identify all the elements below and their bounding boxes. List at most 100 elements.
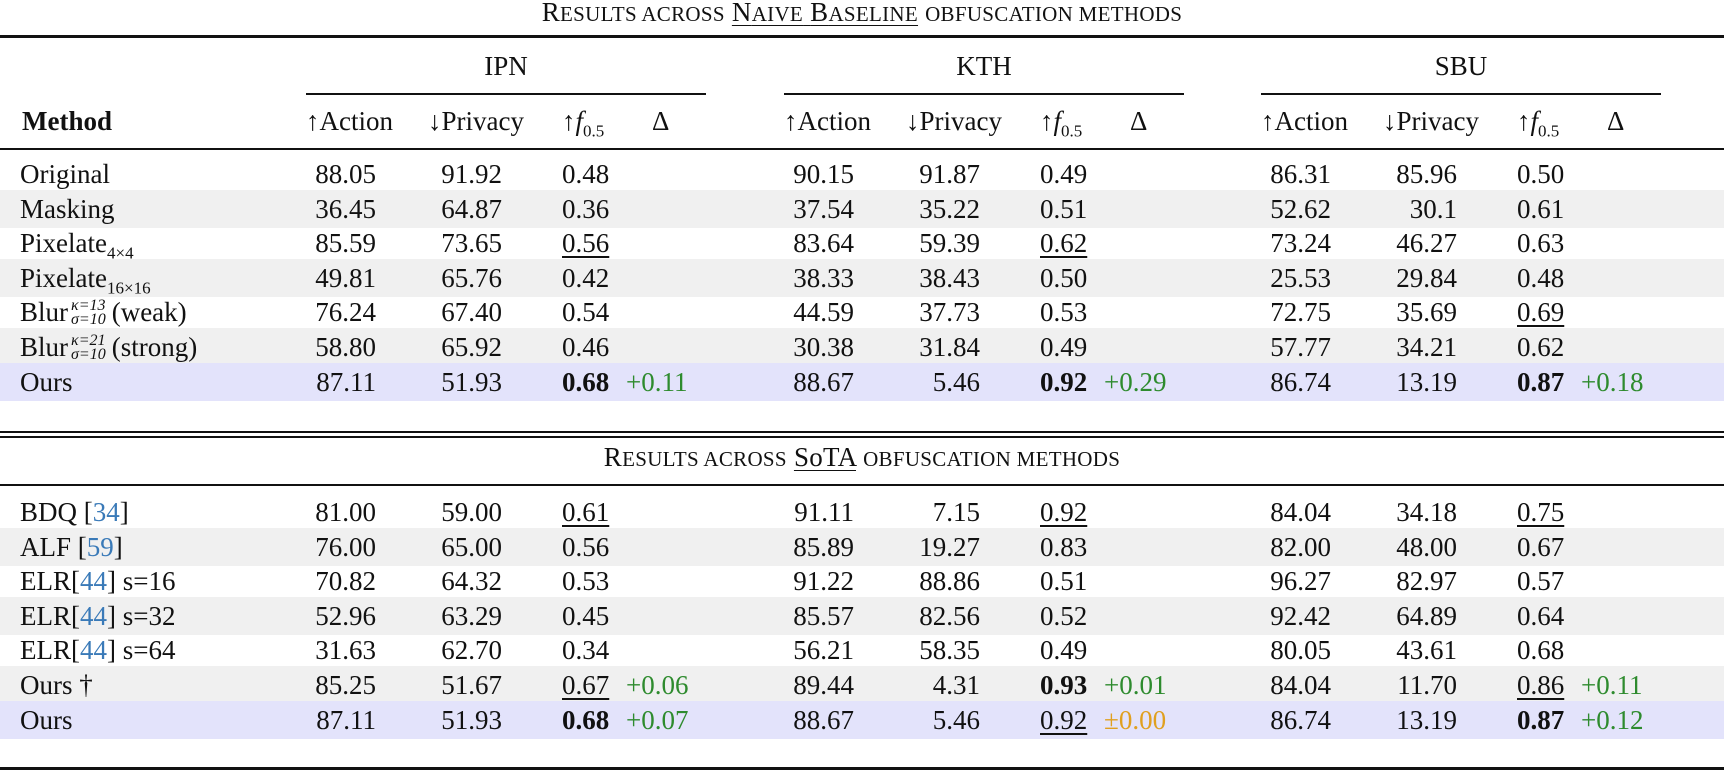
privacy-value: 7.15 — [932, 497, 980, 527]
delta-value: +0.18 — [1581, 366, 1644, 397]
f05-value: 0.68 — [562, 363, 609, 401]
f05-number: 0.68 — [562, 366, 610, 397]
table-row: Ours † 85.25 51.67 0.67 +0.06 89.44 4.31 0.93 +0… — [0, 666, 1724, 704]
f05-number: 0.86 — [1517, 670, 1565, 700]
f05-value: 0.45 — [562, 597, 609, 635]
action-value: 56.21 — [793, 635, 854, 666]
privacy-value: 64.32 — [441, 566, 502, 597]
f05-number: 0.92 — [1040, 497, 1088, 527]
privacy-value: 13.19 — [1396, 704, 1457, 735]
f05-number: 0.54 — [562, 297, 610, 328]
action-value: 91.11 — [794, 497, 854, 527]
f05-number: 0.87 — [1517, 704, 1565, 735]
f05-number: 0.64 — [1517, 600, 1565, 631]
action-value: 85.57 — [793, 600, 854, 631]
privacy-value: 31.84 — [919, 332, 980, 362]
f05-value: 0.54 — [562, 293, 609, 331]
f05-value: 0.48 — [1517, 259, 1564, 297]
header-action: ↑Action — [1261, 106, 1348, 136]
privacy-value: 46.27 — [1396, 228, 1457, 259]
header-f05: ↑f0.5 — [1517, 102, 1559, 140]
f05-value: 0.62 — [1040, 224, 1087, 262]
privacy-value: 51.93 — [441, 366, 502, 397]
method-cell: BDQ [34] — [20, 493, 129, 531]
privacy-value: 65.92 — [441, 332, 502, 362]
f05-number: 0.62 — [1040, 228, 1088, 259]
table-row: Blur κ=13 σ=10 (weak) 76.24 67.40 0.54 44.59 37.… — [0, 293, 1724, 331]
group-sbu: SBU — [1434, 51, 1488, 81]
f05-value: 0.92 — [1040, 363, 1087, 401]
f05-value: 0.36 — [562, 190, 609, 228]
f05-number: 0.63 — [1517, 228, 1565, 259]
header-f-sub: 0.5 — [583, 121, 605, 141]
f05-value: 0.49 — [1040, 631, 1087, 669]
action-value: 57.77 — [1270, 332, 1331, 362]
action-value: 37.54 — [793, 193, 854, 224]
f05-value: 0.56 — [562, 224, 609, 262]
header-f-sub: 0.5 — [1538, 121, 1560, 141]
method-name: Original — [20, 159, 110, 189]
f05-number: 0.67 — [1517, 531, 1565, 562]
action-value: 80.05 — [1270, 635, 1331, 666]
method-sub: σ=10 — [71, 345, 106, 363]
method-name: Masking — [20, 193, 115, 224]
action-value: 85.25 — [315, 670, 376, 700]
privacy-value: 34.21 — [1396, 332, 1457, 362]
privacy-value: 38.43 — [919, 262, 980, 293]
caption-sota: Results across SoTA obfuscation methods — [0, 441, 1724, 475]
f05-number: 0.67 — [562, 670, 610, 700]
caption-word: aive — [751, 2, 804, 26]
privacy-value: 91.92 — [441, 159, 502, 189]
f05-number: 0.57 — [1517, 566, 1565, 597]
privacy-value: 35.22 — [919, 193, 980, 224]
method-name: Blur — [20, 332, 69, 362]
header-privacy: ↓Privacy — [1383, 106, 1479, 136]
action-value: 52.96 — [315, 600, 376, 631]
header-f-symbol: f — [575, 106, 584, 136]
method-cell: ALF [59] — [20, 528, 123, 566]
header-privacy: ↓Privacy — [906, 106, 1002, 136]
action-value: 90.15 — [793, 159, 854, 189]
f05-value: 0.42 — [562, 259, 609, 297]
method-name: ELR[ — [20, 566, 80, 597]
f05-number: 0.56 — [562, 228, 610, 259]
f05-number: 0.50 — [1517, 159, 1565, 189]
caption-word: R — [541, 0, 561, 27]
f05-number: 0.46 — [562, 332, 610, 362]
privacy-value: 64.89 — [1396, 600, 1457, 631]
action-value: 85.89 — [793, 531, 854, 562]
privacy-value: 19.27 — [919, 531, 980, 562]
caption-word: obfuscation methods — [863, 447, 1121, 471]
f05-value: 0.53 — [1040, 293, 1087, 331]
action-value: 86.74 — [1270, 366, 1331, 397]
method-name: Ours — [20, 366, 73, 397]
f05-value: 0.83 — [1040, 528, 1087, 566]
caption-word: esults across — [622, 447, 787, 471]
privacy-value: 59.39 — [919, 228, 980, 259]
privacy-value: 65.76 — [441, 262, 502, 293]
f05-value: 0.53 — [562, 562, 609, 600]
table-row: Pixelate4×4 85.59 73.65 0.56 83.64 59.39 0.62 7… — [0, 224, 1724, 262]
method-sub: σ=10 — [71, 311, 106, 329]
bottom-rule — [0, 767, 1724, 770]
f05-value: 0.50 — [1040, 259, 1087, 297]
action-value: 73.24 — [1270, 228, 1331, 259]
table-row: ELR[44] s=64 31.63 62.70 0.34 56.21 58.35 0.49… — [0, 631, 1724, 669]
method-cell: Blur κ=21 σ=10 (strong) — [20, 328, 197, 366]
method-cell: ELR[44] s=64 — [20, 631, 175, 669]
privacy-value: 85.96 — [1396, 159, 1457, 189]
action-value: 82.00 — [1270, 531, 1331, 562]
table-row: ELR[44] s=32 52.96 63.29 0.45 85.57 82.56 0.52… — [0, 596, 1724, 635]
f05-number: 0.36 — [562, 193, 610, 224]
group-rule-ipn — [306, 93, 706, 95]
f05-number: 0.61 — [1517, 193, 1565, 224]
header-f-arrow: ↑ — [1517, 106, 1531, 136]
f05-number: 0.34 — [562, 635, 610, 666]
section-rule-top-2 — [0, 436, 1724, 438]
header-action: ↑Action — [784, 106, 871, 136]
f05-number: 0.68 — [1517, 635, 1565, 666]
delta-value: +0.01 — [1104, 670, 1167, 700]
delta-value: +0.11 — [626, 366, 688, 397]
delta-value: +0.06 — [626, 670, 689, 700]
citation-ref: 44 — [80, 566, 107, 597]
